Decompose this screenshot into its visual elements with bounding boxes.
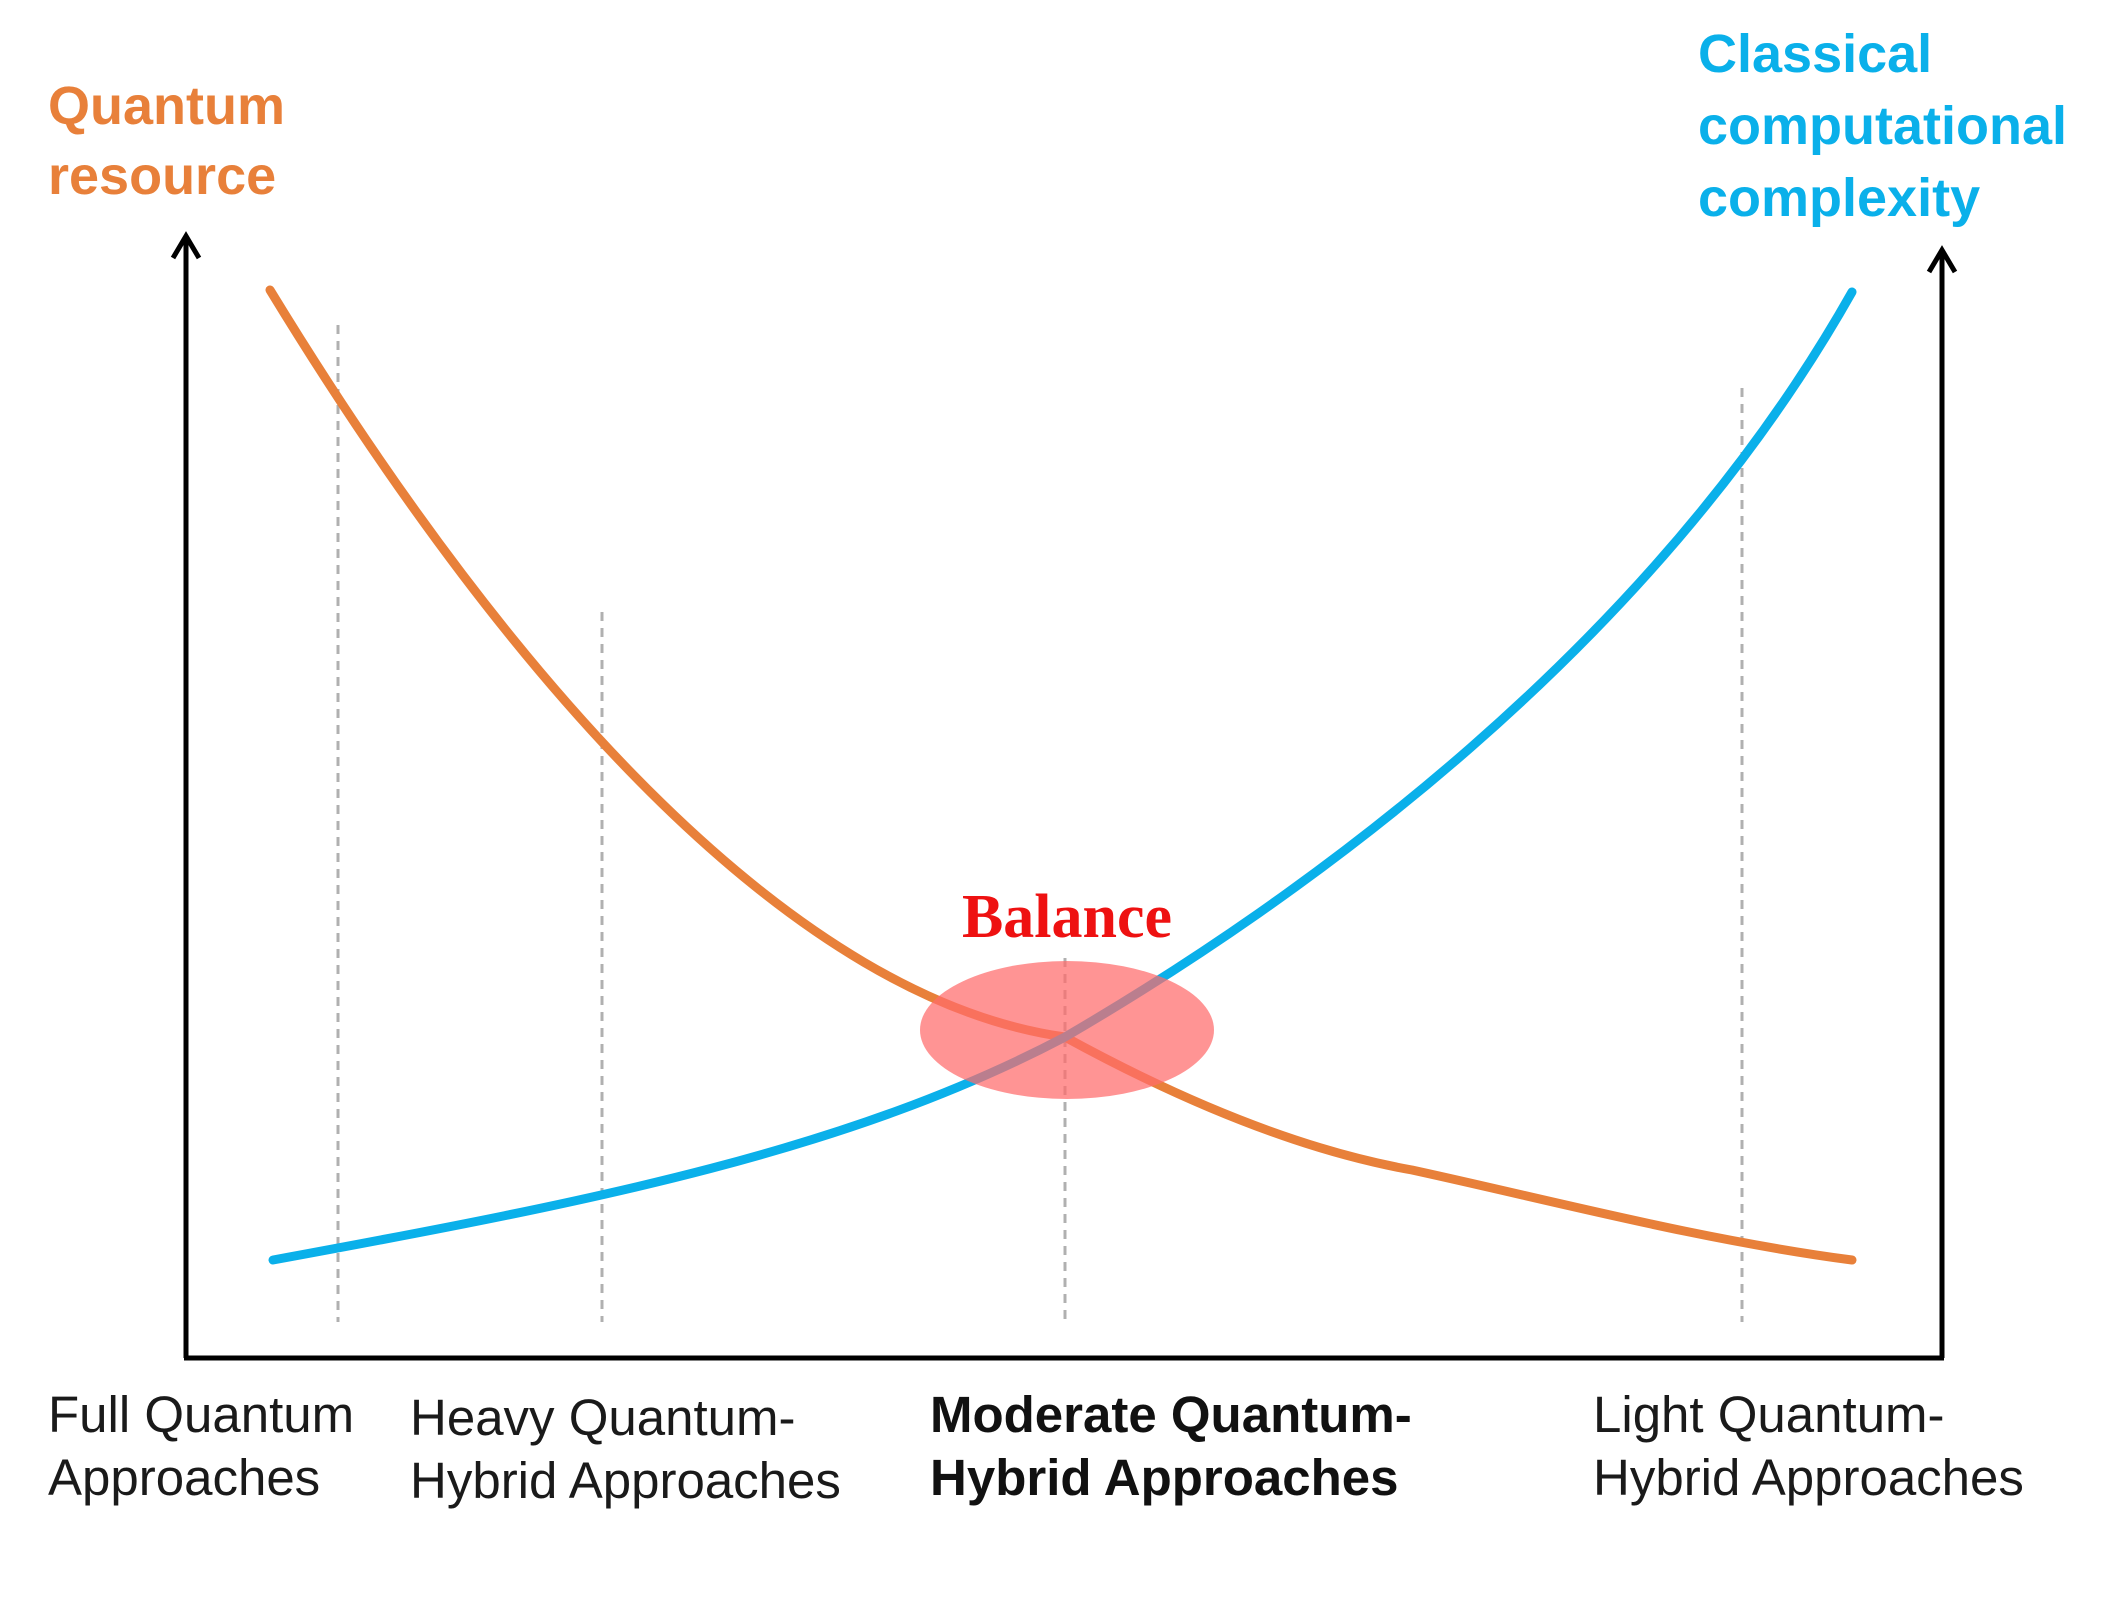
category-full-quantum: Full Quantum Approaches <box>48 1386 368 1506</box>
category-heavy-hybrid: Heavy Quantum- Hybrid Approaches <box>410 1389 841 1509</box>
quantum-resource-curve <box>265 285 1857 1265</box>
left-axis-arrow-icon <box>170 231 202 260</box>
balance-label: Balance <box>962 883 1172 951</box>
left-axis-title: Quantum resource <box>48 76 300 206</box>
right-axis-arrow-icon <box>1926 245 1958 274</box>
category-moderate-hybrid: Moderate Quantum- Hybrid Approaches <box>930 1386 1426 1506</box>
classical-complexity-curve <box>268 287 1857 1265</box>
balance-region <box>920 961 1214 1099</box>
category-light-hybrid: Light Quantum- Hybrid Approaches <box>1593 1386 2024 1506</box>
right-axis-title: Classical computational complexity <box>1698 24 2082 228</box>
